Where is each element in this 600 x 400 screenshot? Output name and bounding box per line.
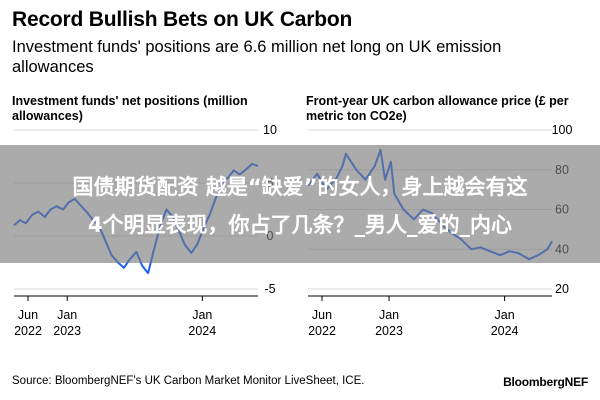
overlay-text: 国债期货配资 越是“缺爱”的女人，身上越会有这 4个明显表现，你占了几条？_男人…: [0, 168, 600, 244]
x-tick-label: Jan: [495, 308, 515, 322]
chart-subtitle: Investment funds' positions are 6.6 mill…: [12, 38, 502, 76]
x-tick-label: 2023: [375, 324, 403, 338]
right-panel-title: Front-year UK carbon allowance price (£ …: [306, 94, 569, 123]
left-panel-title: Investment funds' net positions (million…: [12, 94, 248, 123]
overlay-line-2: 4个明显表现，你占了几条？_男人_爱的_内心: [87, 213, 513, 237]
y-tick-label: 10: [263, 123, 277, 137]
x-tick-label: Jan: [57, 308, 77, 322]
overlay-line-1: 国债期货配资 越是“缺爱”的女人，身上越会有这: [72, 175, 528, 199]
brand-logo: BloombergNEF: [503, 375, 588, 389]
x-tick-label: 2022: [14, 324, 42, 338]
chart-title: Record Bullish Bets on UK Carbon: [12, 8, 353, 31]
x-tick-label: Jun: [312, 308, 332, 322]
y-tick-label: 20: [555, 282, 569, 296]
x-tick-label: Jan: [379, 308, 399, 322]
x-tick-label: 2024: [491, 324, 519, 338]
source-note: Source: BloombergNEF's UK Carbon Market …: [12, 375, 365, 387]
y-tick-label: -5: [264, 282, 275, 296]
x-tick-label: Jun: [18, 308, 38, 322]
x-tick-label: 2022: [308, 324, 336, 338]
x-tick-label: Jan: [192, 308, 212, 322]
overlay-banner: [0, 145, 600, 263]
x-tick-label: 2023: [53, 324, 81, 338]
x-tick-label: 2024: [188, 324, 216, 338]
y-tick-label: 100: [552, 123, 573, 137]
